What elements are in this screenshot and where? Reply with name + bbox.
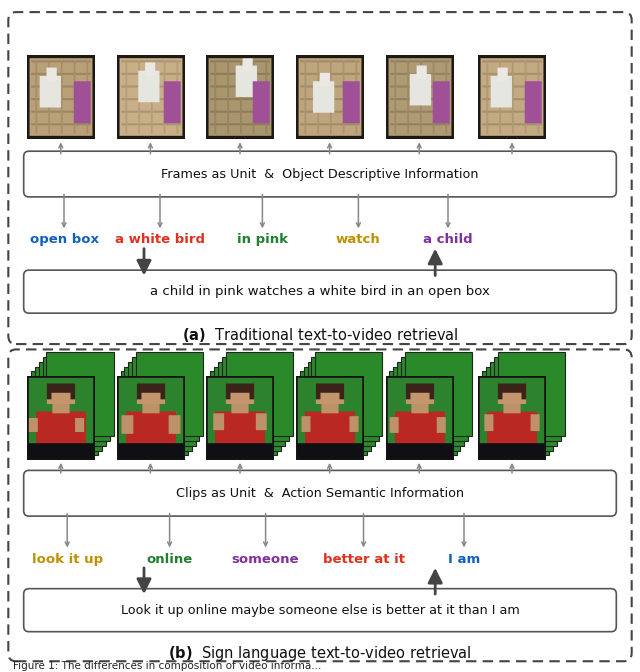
Text: a child: a child (423, 233, 473, 247)
FancyBboxPatch shape (132, 358, 200, 441)
Text: look it up: look it up (31, 552, 103, 566)
FancyBboxPatch shape (483, 371, 550, 456)
FancyBboxPatch shape (120, 371, 188, 456)
Text: Clips as Unit  &  Action Semantic Information: Clips as Unit & Action Semantic Informat… (176, 487, 464, 500)
Text: $\bf{(b)}$  Sign language text-to-video retrieval: $\bf{(b)}$ Sign language text-to-video r… (168, 644, 472, 663)
FancyBboxPatch shape (8, 12, 632, 344)
FancyBboxPatch shape (390, 371, 457, 456)
FancyBboxPatch shape (24, 151, 616, 197)
Text: better at it: better at it (323, 552, 404, 566)
Text: watch: watch (336, 233, 381, 247)
FancyBboxPatch shape (316, 352, 383, 437)
FancyBboxPatch shape (31, 371, 99, 456)
FancyBboxPatch shape (397, 362, 465, 446)
FancyBboxPatch shape (24, 270, 616, 313)
FancyBboxPatch shape (300, 371, 367, 456)
FancyBboxPatch shape (8, 349, 632, 661)
FancyBboxPatch shape (24, 470, 616, 516)
Text: Figure 1: The differences in composition of video informa...: Figure 1: The differences in composition… (13, 661, 321, 671)
FancyBboxPatch shape (214, 367, 282, 450)
FancyBboxPatch shape (24, 589, 616, 632)
Text: open box: open box (29, 233, 99, 247)
FancyBboxPatch shape (35, 367, 102, 450)
FancyBboxPatch shape (124, 367, 192, 450)
FancyBboxPatch shape (308, 362, 375, 446)
FancyBboxPatch shape (42, 358, 110, 441)
FancyBboxPatch shape (490, 362, 557, 446)
FancyBboxPatch shape (222, 358, 289, 441)
Text: $\bf{(a)}$  Traditional text-to-video retrieval: $\bf{(a)}$ Traditional text-to-video ret… (182, 326, 458, 344)
Text: a white bird: a white bird (115, 233, 205, 247)
Text: online: online (147, 552, 193, 566)
FancyBboxPatch shape (39, 362, 106, 446)
FancyBboxPatch shape (494, 358, 561, 441)
FancyBboxPatch shape (405, 352, 472, 437)
Text: a child in pink watches a white bird in an open box: a child in pink watches a white bird in … (150, 285, 490, 298)
Text: someone: someone (232, 552, 300, 566)
Text: Frames as Unit  &  Object Descriptive Information: Frames as Unit & Object Descriptive Info… (161, 167, 479, 181)
FancyBboxPatch shape (226, 352, 293, 437)
FancyBboxPatch shape (136, 352, 204, 437)
FancyBboxPatch shape (498, 352, 565, 437)
FancyBboxPatch shape (486, 367, 553, 450)
FancyBboxPatch shape (218, 362, 285, 446)
FancyBboxPatch shape (210, 371, 278, 456)
FancyBboxPatch shape (304, 367, 371, 450)
FancyBboxPatch shape (128, 362, 196, 446)
Text: I am: I am (448, 552, 480, 566)
FancyBboxPatch shape (312, 358, 379, 441)
FancyBboxPatch shape (393, 367, 461, 450)
Text: Look it up online maybe someone else is better at it than I am: Look it up online maybe someone else is … (120, 603, 520, 617)
FancyBboxPatch shape (401, 358, 468, 441)
FancyBboxPatch shape (47, 352, 114, 437)
Text: in pink: in pink (237, 233, 288, 247)
